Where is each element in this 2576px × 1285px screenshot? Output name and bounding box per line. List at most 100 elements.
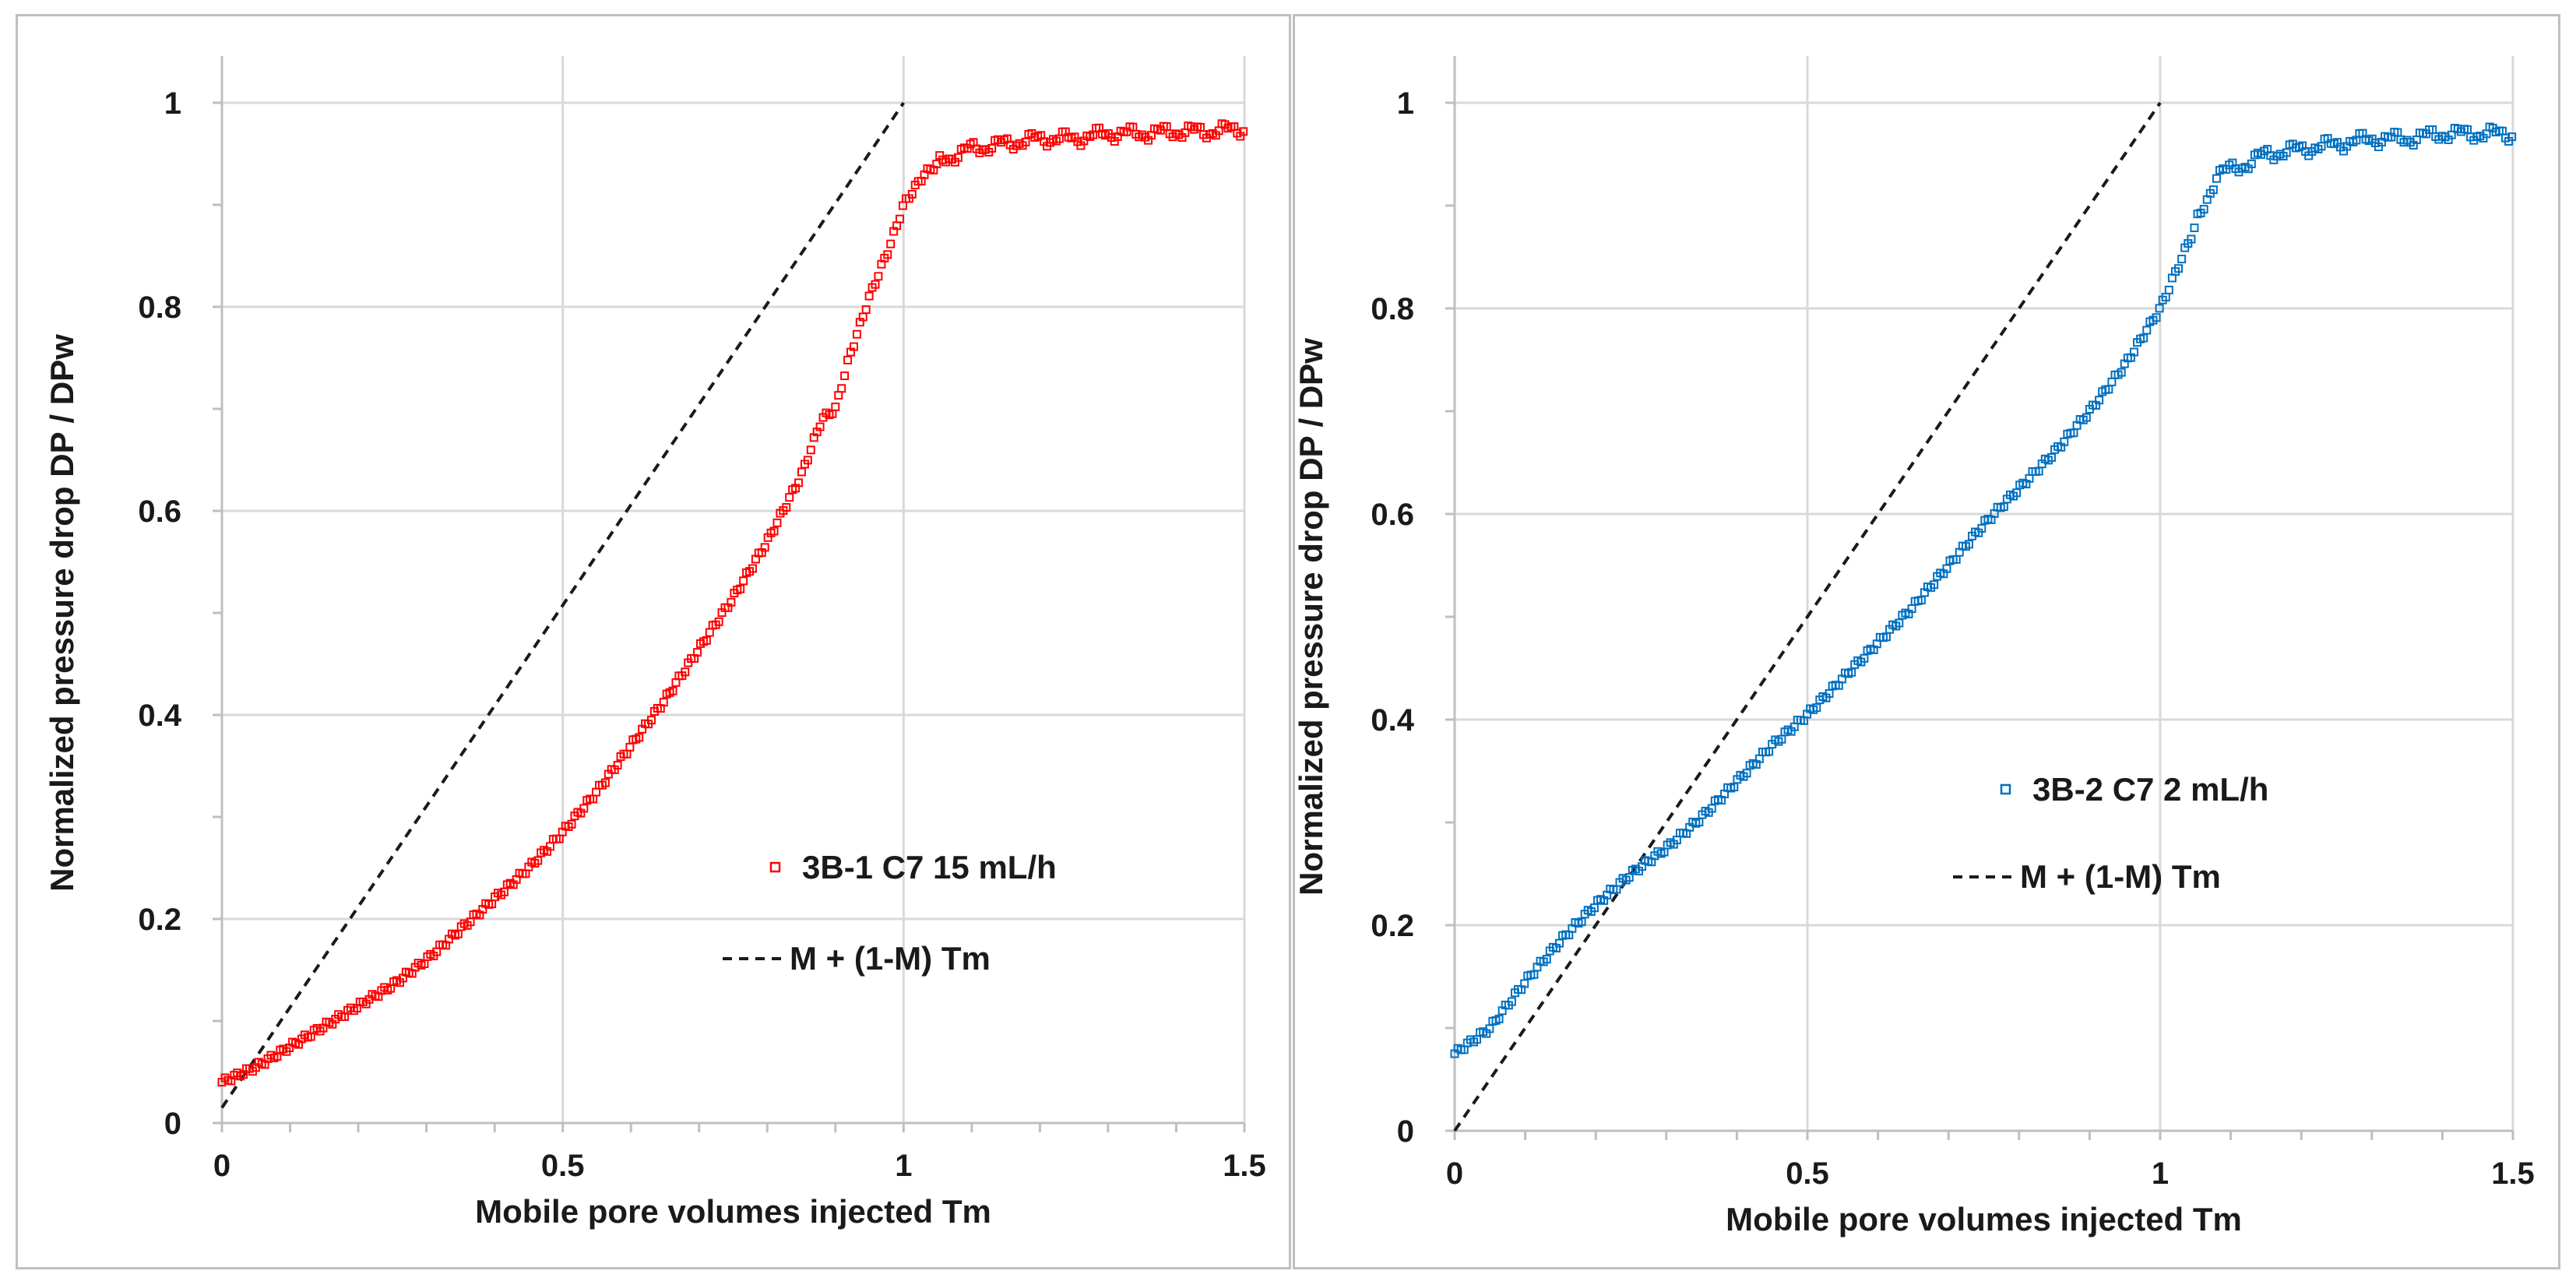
chart2-data-point <box>2012 488 2022 498</box>
chart1-data-point <box>834 391 843 400</box>
chart1-data-point <box>659 698 668 707</box>
chart2-data-point <box>2177 255 2187 264</box>
chart2-y-tick-label: 0 <box>1397 1114 1414 1149</box>
chart2-data-point <box>2282 148 2291 157</box>
chart1-data-point <box>681 667 690 677</box>
chart1-data-point <box>840 371 850 381</box>
chart1-legend-marker-points <box>769 861 781 873</box>
chart1-data-point <box>736 584 745 593</box>
chart1-data-point <box>803 456 812 465</box>
chart2-data-point <box>2142 326 2152 335</box>
chart2-data-point <box>1742 769 1751 778</box>
chart1-data-point <box>953 153 962 162</box>
chart1-data-point <box>668 686 677 695</box>
chart2-data-point <box>1542 955 1551 964</box>
chart2-x-tick-label: 1.5 <box>2491 1156 2535 1191</box>
chart1-x-tick-label: 0 <box>213 1149 231 1183</box>
chart2-legend-label-points: 3B-2 C7 2 mL/h <box>2032 771 2268 808</box>
chart1-data-point <box>837 384 846 393</box>
chart1-data-point <box>693 648 702 657</box>
chart2-data-point <box>1977 523 1987 533</box>
chart2-data-point <box>1964 540 1973 549</box>
chart1-data-point <box>907 189 917 199</box>
chart1-x-axis-label: Mobile pore volumes injected Tm <box>475 1193 991 1230</box>
chart1-data-point <box>852 329 861 339</box>
chart2-data-point <box>1942 564 1951 573</box>
chart1-y-tick-label: 0.6 <box>138 495 181 529</box>
chart1-data-point <box>806 445 815 455</box>
chart1-data-point <box>785 493 794 502</box>
chart1-data-point <box>772 518 782 527</box>
chart2-x-tick-label: 0.5 <box>1786 1156 1829 1191</box>
chart2-data-point <box>2507 132 2517 142</box>
chart1-data-point <box>613 761 622 770</box>
chart2-y-axis-label: Normalized pressure drop DP / DPw <box>1293 338 1329 896</box>
chart1-data-point <box>748 564 757 573</box>
chart2-data-point <box>1812 703 1821 713</box>
chart2-data-point <box>2174 264 2184 273</box>
chart1-x-tick-label: 1.5 <box>1223 1149 1266 1183</box>
chart2-data-point <box>2187 234 2196 244</box>
chart2-data-point <box>1930 580 1939 590</box>
chart1-x-tick-label: 0.5 <box>541 1149 585 1183</box>
chart1-data-point <box>797 467 806 477</box>
chart2-data-point <box>2095 396 2104 405</box>
chart2-data-point <box>2190 224 2199 233</box>
chart2-data-point <box>2199 205 2208 214</box>
chart1-data-point <box>849 342 858 351</box>
chart1-data-point <box>831 402 840 411</box>
chart2-y-tick-label: 0.2 <box>1371 909 1414 943</box>
chart2-y-tick-label: 0.6 <box>1371 498 1414 532</box>
chart2-data-point <box>2155 304 2164 313</box>
chart1-data-point <box>886 239 896 248</box>
chart1-data-point <box>579 804 589 813</box>
chart1-data-point <box>871 280 880 289</box>
chart2-x-tick-label: 0 <box>1446 1156 1463 1191</box>
chart1-data-point <box>625 742 635 752</box>
chart1-y-tick-label: 0.8 <box>138 290 181 325</box>
chart1-data-point <box>1239 127 1248 136</box>
chart1-data-point <box>782 502 791 512</box>
chart1-x-tick-label: 1 <box>895 1149 912 1183</box>
chart1-data-point <box>987 143 997 153</box>
chart2-data-point <box>2247 159 2256 168</box>
chart1-data-point <box>600 778 610 787</box>
chart2-legend-label-reference: M + (1-M) Tm <box>2020 858 2221 895</box>
chart2-y-tick-label: 0.4 <box>1371 703 1414 738</box>
chart2-data-point <box>2117 368 2126 377</box>
chart1-y-tick-label: 1 <box>164 86 181 121</box>
chart1-data-point <box>727 597 736 607</box>
chart2-data-point <box>2164 285 2173 294</box>
chart1-data-point <box>883 250 892 259</box>
chart1-y-axis-label: Normalized pressure drop DP / DPw <box>44 334 80 892</box>
chart2-legend-marker-points <box>2000 783 2011 795</box>
chart1-data-point <box>861 305 871 315</box>
chart1-data-point <box>592 787 601 797</box>
chart1-data-point <box>739 576 748 586</box>
chart2-series-reference-line <box>1453 101 2162 1132</box>
chart1-y-tick-label: 0.2 <box>138 903 181 937</box>
chart1-data-point <box>843 355 853 364</box>
chart1-y-tick-label: 0 <box>164 1107 181 1141</box>
chart1-series-reference-line <box>220 101 905 1109</box>
chart2-data-point <box>1895 618 1904 628</box>
chart2-data-point <box>2082 413 2091 422</box>
chart2-x-axis-label: Mobile pore volumes injected Tm <box>1726 1201 2242 1237</box>
chart2-data-point <box>1507 997 1516 1006</box>
chart2-y-tick-label: 0.8 <box>1371 292 1414 326</box>
chart-panel-left <box>16 14 1291 1269</box>
chart1-y-tick-label: 0.4 <box>138 699 181 733</box>
chart1-data-point <box>533 856 543 865</box>
chart1-data-point <box>646 716 656 725</box>
chart1-data-point <box>705 628 714 637</box>
chart2-x-tick-label: 1 <box>2152 1156 2169 1191</box>
chart1-data-point <box>769 526 779 536</box>
chart1-data-point <box>567 819 576 829</box>
chart1-data-point <box>635 733 644 742</box>
chart1-legend-label-reference: M + (1-M) Tm <box>790 940 991 977</box>
chart2-data-point <box>2208 185 2218 195</box>
chart1-legend-label-points: 3B-1 C7 15 mL/h <box>802 849 1057 885</box>
chart2-y-tick-label: 1 <box>1397 86 1414 121</box>
chart2-data-point <box>1494 1014 1504 1023</box>
